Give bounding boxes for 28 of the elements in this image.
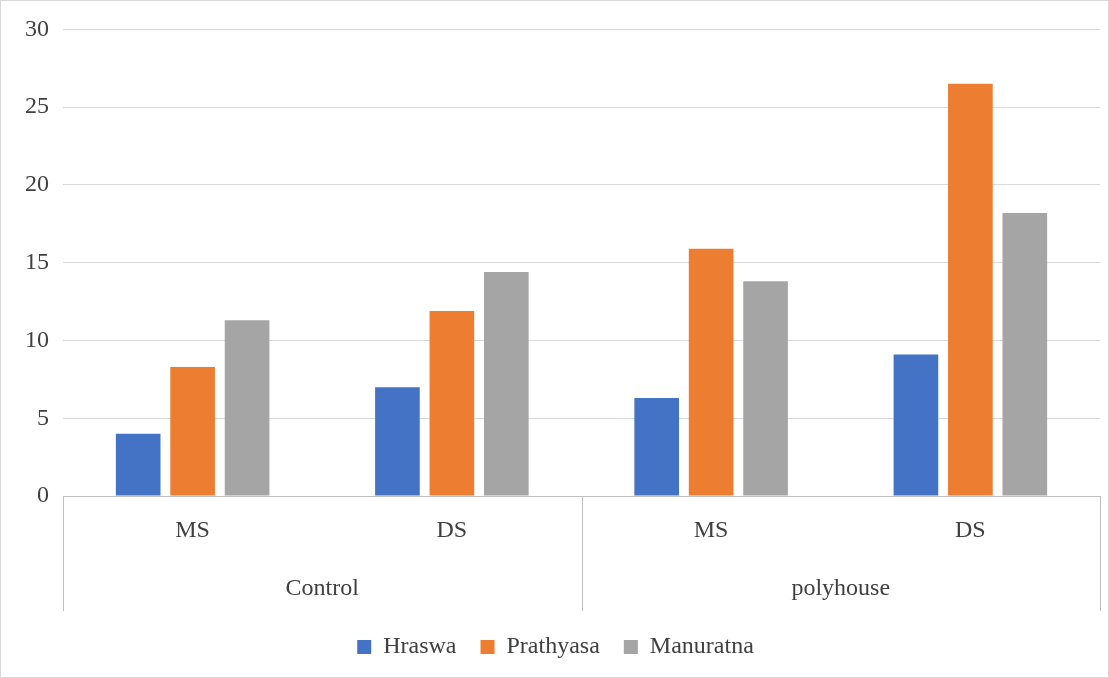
bar: [484, 272, 529, 496]
bar: [743, 281, 788, 496]
bar: [893, 354, 939, 496]
y-tick-label: 15: [25, 248, 49, 274]
y-tick-label: 5: [37, 403, 49, 430]
legend-label: Hraswa: [383, 632, 457, 659]
bar: [634, 398, 679, 496]
y-tick-label: 25: [25, 92, 49, 119]
y-tick-label: 10: [25, 325, 49, 352]
x-tick-label: DS: [955, 515, 986, 542]
bar: [224, 320, 270, 496]
legend-label: Prathyasa: [506, 632, 601, 659]
y-tick-label: 0: [37, 481, 49, 508]
bar: [688, 248, 734, 496]
bar: [115, 433, 161, 496]
bar: [429, 310, 475, 496]
text: Control: [285, 574, 360, 601]
x-tick-label: MS: [175, 515, 210, 542]
bar: [170, 366, 215, 496]
y-tick-label: 30: [25, 14, 49, 41]
bar: [1002, 212, 1048, 496]
bar: [948, 83, 993, 496]
legend-label: Manuratna: [649, 632, 755, 659]
x-tick-label: MS: [693, 515, 729, 542]
x-tick-label: DS: [436, 515, 468, 542]
bar: [375, 387, 420, 496]
y-tick-label: 20: [25, 170, 49, 197]
text: polyhouse: [791, 574, 891, 601]
